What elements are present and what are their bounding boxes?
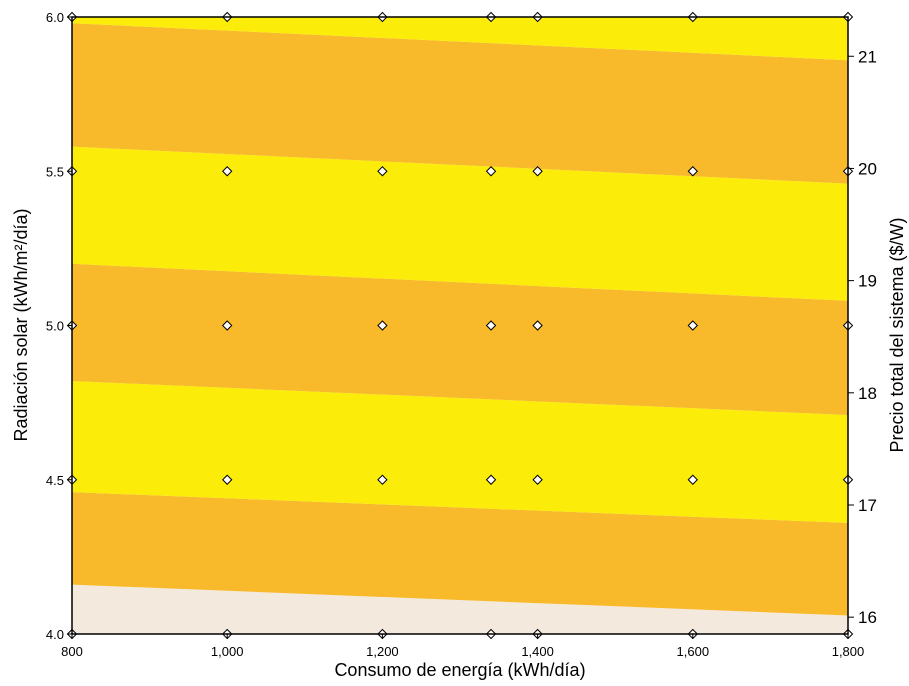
y-tick-label: 5.0	[46, 319, 64, 334]
contour-band	[72, 146, 848, 301]
x-tick-label: 1,000	[211, 644, 244, 659]
y-tick-label: 4.5	[46, 473, 64, 488]
y-axis: 4.0 4.5 5.0 5.5 6.0	[46, 10, 72, 642]
design-point	[221, 166, 233, 177]
x-axis: 800 1,000 1,200 1,400 1,600 1,800	[61, 634, 864, 659]
z-tick-label: 17	[858, 496, 877, 515]
contour-band	[72, 263, 848, 415]
y-tick-label: 6.0	[46, 10, 64, 25]
design-point	[377, 474, 388, 485]
design-point	[221, 474, 233, 485]
design-point	[687, 166, 699, 177]
contour-band	[72, 492, 848, 616]
x-tick-label: 1,200	[366, 644, 399, 659]
y-tick-label: 4.0	[46, 627, 64, 642]
contour-band	[72, 23, 848, 184]
y-axis-label: Radiación solar (kWh/m²/día)	[11, 208, 31, 441]
design-point	[532, 166, 543, 177]
z-tick-label: 16	[858, 608, 877, 627]
z-tick-label: 18	[858, 384, 877, 403]
design-point	[532, 474, 543, 485]
design-point	[485, 320, 497, 331]
contour-bands	[72, 17, 848, 634]
design-point	[485, 474, 497, 485]
z-tick-label: 21	[858, 47, 877, 66]
y-tick-label: 5.5	[46, 164, 64, 179]
z-tick-label: 20	[858, 159, 877, 178]
design-point	[532, 320, 543, 331]
x-tick-label: 1,600	[677, 644, 710, 659]
z-tick-label: 19	[858, 272, 877, 291]
contour-band	[72, 17, 848, 61]
x-tick-label: 1,800	[832, 644, 865, 659]
design-point	[377, 166, 388, 177]
design-point	[221, 320, 233, 331]
design-point	[687, 474, 699, 485]
x-tick-label: 1,400	[521, 644, 554, 659]
contour-band	[72, 381, 848, 523]
z-axis: 16 17 18 19 20 21	[848, 47, 877, 627]
design-point	[687, 320, 699, 331]
x-tick-label: 800	[61, 644, 83, 659]
z-axis-label: Precio total del sistema ($/W)	[887, 217, 907, 452]
design-point	[377, 320, 388, 331]
x-axis-label: Consumo de energía (kWh/día)	[334, 660, 585, 680]
contour-band	[72, 584, 848, 634]
design-point	[485, 166, 497, 177]
